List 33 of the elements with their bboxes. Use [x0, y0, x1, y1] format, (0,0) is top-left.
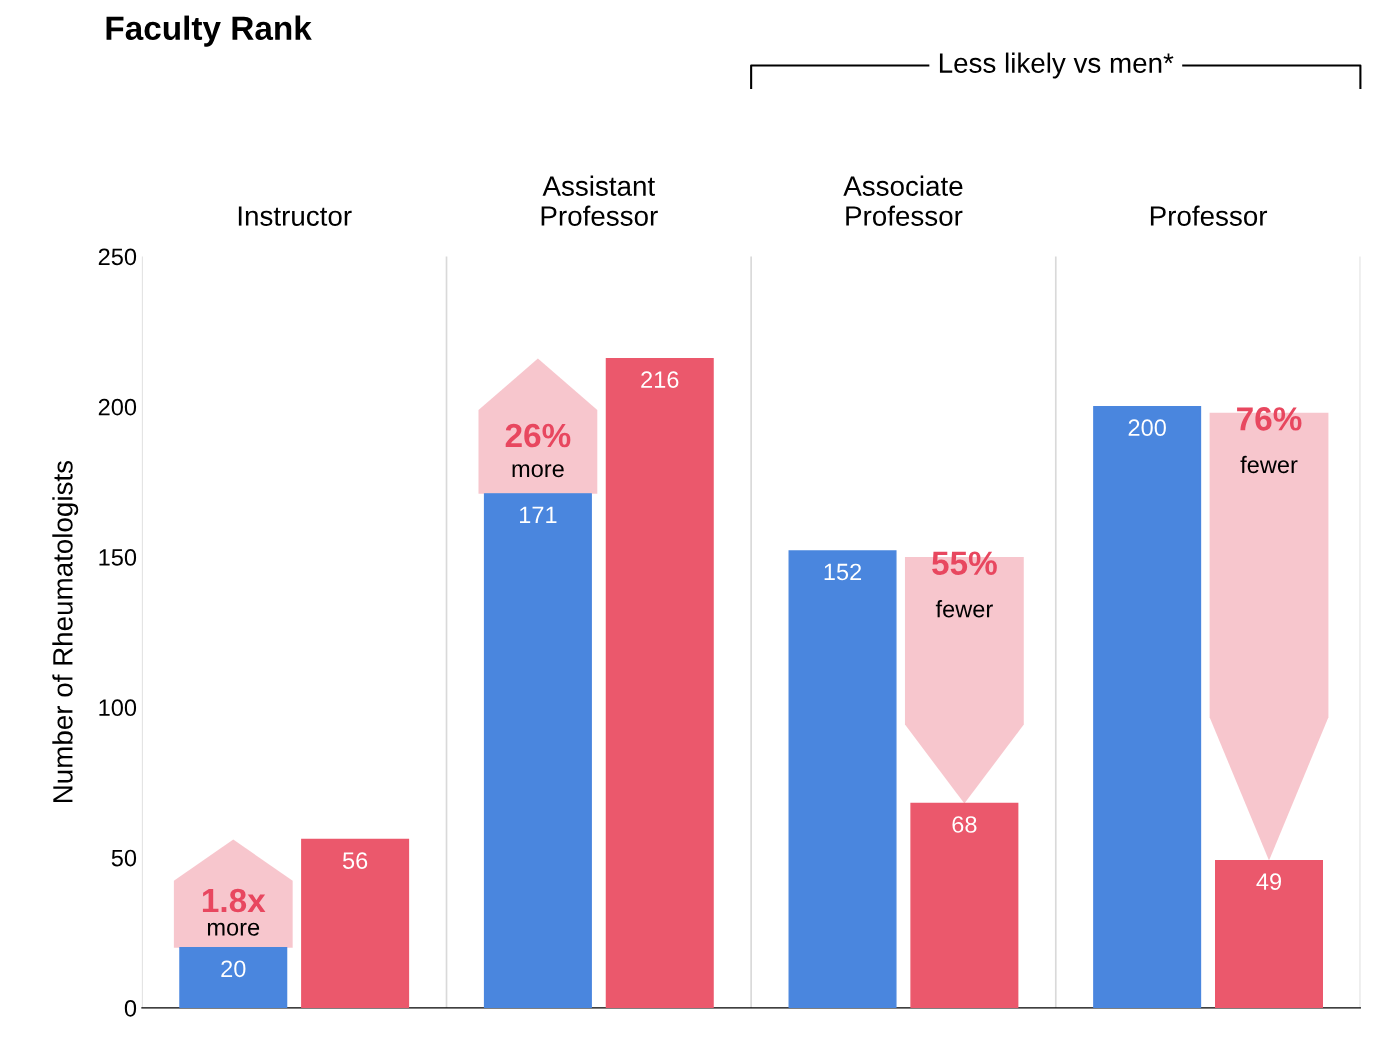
data-label: 49 — [1256, 873, 1282, 890]
data-label: 68 — [952, 816, 977, 833]
bar — [788, 550, 897, 1008]
annotation: fewer — [935, 600, 993, 618]
chart-title: Faculty Rank — [106, 15, 312, 47]
annotation: 55% — [932, 551, 997, 575]
y-tick-label: 150 — [99, 549, 137, 566]
y-tick-label: 250 — [98, 248, 137, 266]
y-tick-label: 100 — [99, 699, 137, 717]
text: Less likely vs men* — [939, 52, 1174, 79]
x-tick-label: Associate Professor — [843, 175, 963, 226]
x-tick-label: Instructor — [238, 206, 352, 226]
annotation: 26% — [505, 423, 571, 448]
y-tick-label: 200 — [98, 398, 137, 416]
annotation: fewer — [1240, 455, 1298, 474]
data-label: 171 — [520, 506, 557, 523]
data-label: 56 — [342, 852, 368, 869]
bar — [301, 838, 410, 1008]
annotation: 76% — [1237, 407, 1302, 431]
data-label: 20 — [221, 960, 246, 978]
bar — [605, 357, 714, 1008]
x-tick-label: Professor — [1150, 205, 1268, 226]
data-label: 200 — [1128, 419, 1166, 437]
annotation: 1.8x — [202, 888, 266, 913]
y-tick-label: 0 — [124, 999, 137, 1017]
annotation: more — [512, 464, 564, 478]
bar — [1093, 405, 1202, 1008]
annotation: more — [207, 922, 260, 936]
x-tick-label: Assistant Professor — [541, 175, 658, 226]
data-label: 152 — [824, 563, 862, 581]
y-tick-label: 50 — [111, 849, 137, 867]
data-label: 216 — [641, 371, 679, 388]
y-axis-title: Number of Rheumatologists — [52, 460, 79, 802]
